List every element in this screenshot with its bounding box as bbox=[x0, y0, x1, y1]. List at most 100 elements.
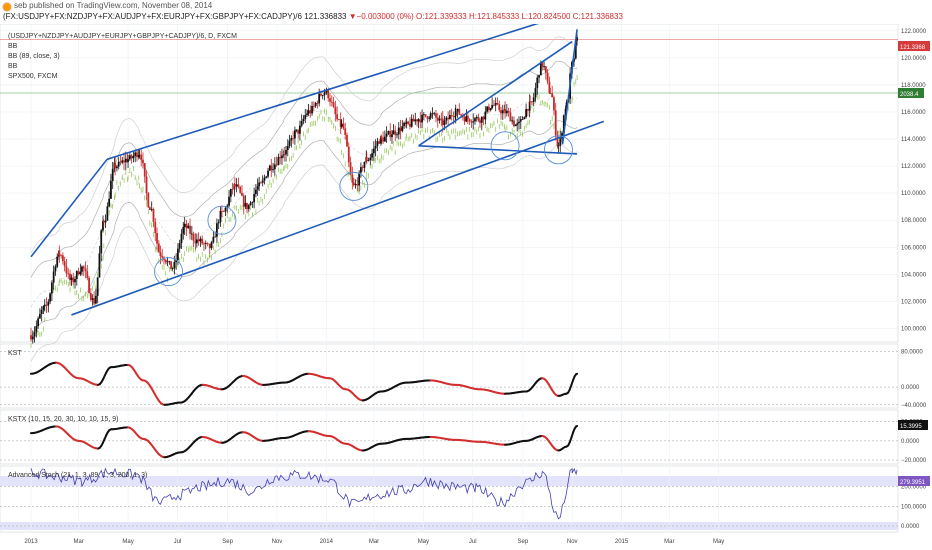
bar-body bbox=[183, 223, 186, 228]
bar-body bbox=[52, 271, 55, 283]
bar-body bbox=[45, 304, 48, 306]
bar-body bbox=[372, 148, 375, 154]
trendline bbox=[561, 29, 578, 145]
trendline bbox=[418, 144, 578, 155]
bar-body bbox=[518, 121, 520, 124]
bar-body bbox=[436, 117, 439, 121]
x-tick-label: Jul bbox=[469, 539, 477, 545]
bar-body bbox=[219, 210, 222, 223]
x-tick-label: May bbox=[713, 539, 724, 545]
bar-body bbox=[47, 301, 50, 306]
bar-body bbox=[33, 332, 36, 337]
x-tick-label: Jul bbox=[174, 539, 182, 545]
trendline-annotations[interactable] bbox=[30, 24, 605, 316]
bar-body bbox=[564, 108, 567, 116]
bar-body bbox=[239, 187, 242, 193]
bar-body bbox=[187, 225, 190, 229]
bar-body bbox=[185, 223, 188, 229]
bar-body bbox=[189, 225, 191, 234]
bar-body bbox=[501, 110, 504, 114]
bar-body bbox=[168, 261, 171, 263]
bar-body bbox=[283, 154, 286, 155]
bar-body bbox=[426, 116, 429, 119]
last-price: 121.336833 bbox=[304, 12, 347, 21]
bar-body bbox=[166, 261, 169, 263]
bar-body bbox=[401, 126, 404, 132]
bar-body bbox=[424, 114, 427, 117]
bar-body bbox=[487, 106, 490, 111]
bar-body bbox=[544, 66, 547, 73]
bar-body bbox=[98, 253, 101, 278]
bar-body bbox=[102, 221, 104, 231]
bar-body bbox=[100, 230, 103, 254]
bar-body bbox=[177, 248, 179, 261]
bar-body bbox=[394, 130, 397, 136]
bar-body bbox=[170, 261, 173, 269]
bar-body bbox=[363, 161, 366, 168]
bar-body bbox=[367, 160, 370, 161]
bar-body bbox=[306, 113, 308, 116]
legend-bb-1: BB bbox=[8, 43, 18, 50]
price-panel[interactable] bbox=[0, 24, 899, 343]
bar-body bbox=[330, 101, 333, 103]
bar-body bbox=[441, 118, 444, 125]
bar-body bbox=[407, 121, 410, 124]
bar-body bbox=[443, 120, 446, 125]
bar-body bbox=[247, 205, 250, 210]
bar-body bbox=[449, 114, 451, 120]
bar-body bbox=[498, 104, 501, 111]
chart-header: seb published on TradingView.com, Novemb… bbox=[0, 0, 932, 24]
kstx-tick-label: −20.0000 bbox=[901, 458, 927, 464]
bar-body bbox=[279, 157, 282, 159]
price-tick-label: 112.0000 bbox=[901, 164, 926, 170]
bar-body bbox=[37, 318, 40, 327]
bar-body bbox=[42, 306, 45, 310]
bar-body bbox=[561, 132, 563, 139]
bar-body bbox=[273, 164, 276, 170]
bar-body bbox=[88, 278, 90, 294]
bar-body bbox=[327, 89, 330, 99]
bar-body bbox=[548, 81, 551, 94]
bar-body bbox=[521, 119, 524, 120]
price-tag-green: 2038.4 bbox=[898, 88, 924, 98]
x-tick-label: May bbox=[122, 539, 133, 545]
bar-body bbox=[334, 106, 337, 115]
price-tag-red: 121.3368 bbox=[898, 41, 930, 51]
bar-body bbox=[463, 117, 466, 122]
x-tick-label: Mar bbox=[664, 539, 674, 545]
bar-body bbox=[509, 112, 512, 122]
bar-body bbox=[329, 98, 331, 102]
author-name[interactable]: seb bbox=[14, 1, 27, 10]
bar-body bbox=[70, 277, 73, 281]
bar-body bbox=[365, 157, 368, 161]
bar-body bbox=[132, 156, 135, 159]
bar-body bbox=[260, 182, 262, 184]
low-value: L:120.824500 bbox=[521, 12, 571, 21]
legend-main-series: (USDJPY+NZDJPY+AUDJPY+EURJPY+GBPJPY+CADJ… bbox=[8, 33, 237, 40]
bar-body bbox=[96, 277, 99, 296]
open-value: O:121.339333 bbox=[416, 12, 467, 21]
bar-body bbox=[180, 233, 183, 244]
bar-body bbox=[559, 138, 562, 146]
bar-body bbox=[128, 155, 131, 160]
bar-body bbox=[281, 155, 283, 159]
bar-body bbox=[138, 154, 141, 156]
bar-body bbox=[140, 154, 143, 160]
bar-body bbox=[161, 256, 164, 258]
published-text: published on TradingView.com, November 0… bbox=[29, 1, 213, 10]
chart-canvas[interactable]: 2013 Mar May Jul Sep Nov 2014 Mar May Jul Sep Nov 20… bbox=[0, 24, 932, 550]
kst-panel[interactable] bbox=[0, 343, 899, 409]
bar-body bbox=[54, 266, 57, 272]
kstx-panel[interactable] bbox=[0, 409, 899, 465]
bar-body bbox=[428, 117, 431, 119]
bar-body bbox=[409, 123, 411, 127]
bar-body bbox=[474, 118, 476, 122]
bar-body bbox=[519, 119, 522, 122]
kst-tick-label: 0.0000 bbox=[901, 385, 920, 391]
bar-body bbox=[336, 114, 339, 120]
bar-body bbox=[480, 116, 483, 123]
bar-body bbox=[458, 108, 461, 115]
bar-body bbox=[265, 176, 268, 178]
bar-body bbox=[440, 118, 443, 120]
bar-body bbox=[199, 238, 202, 242]
